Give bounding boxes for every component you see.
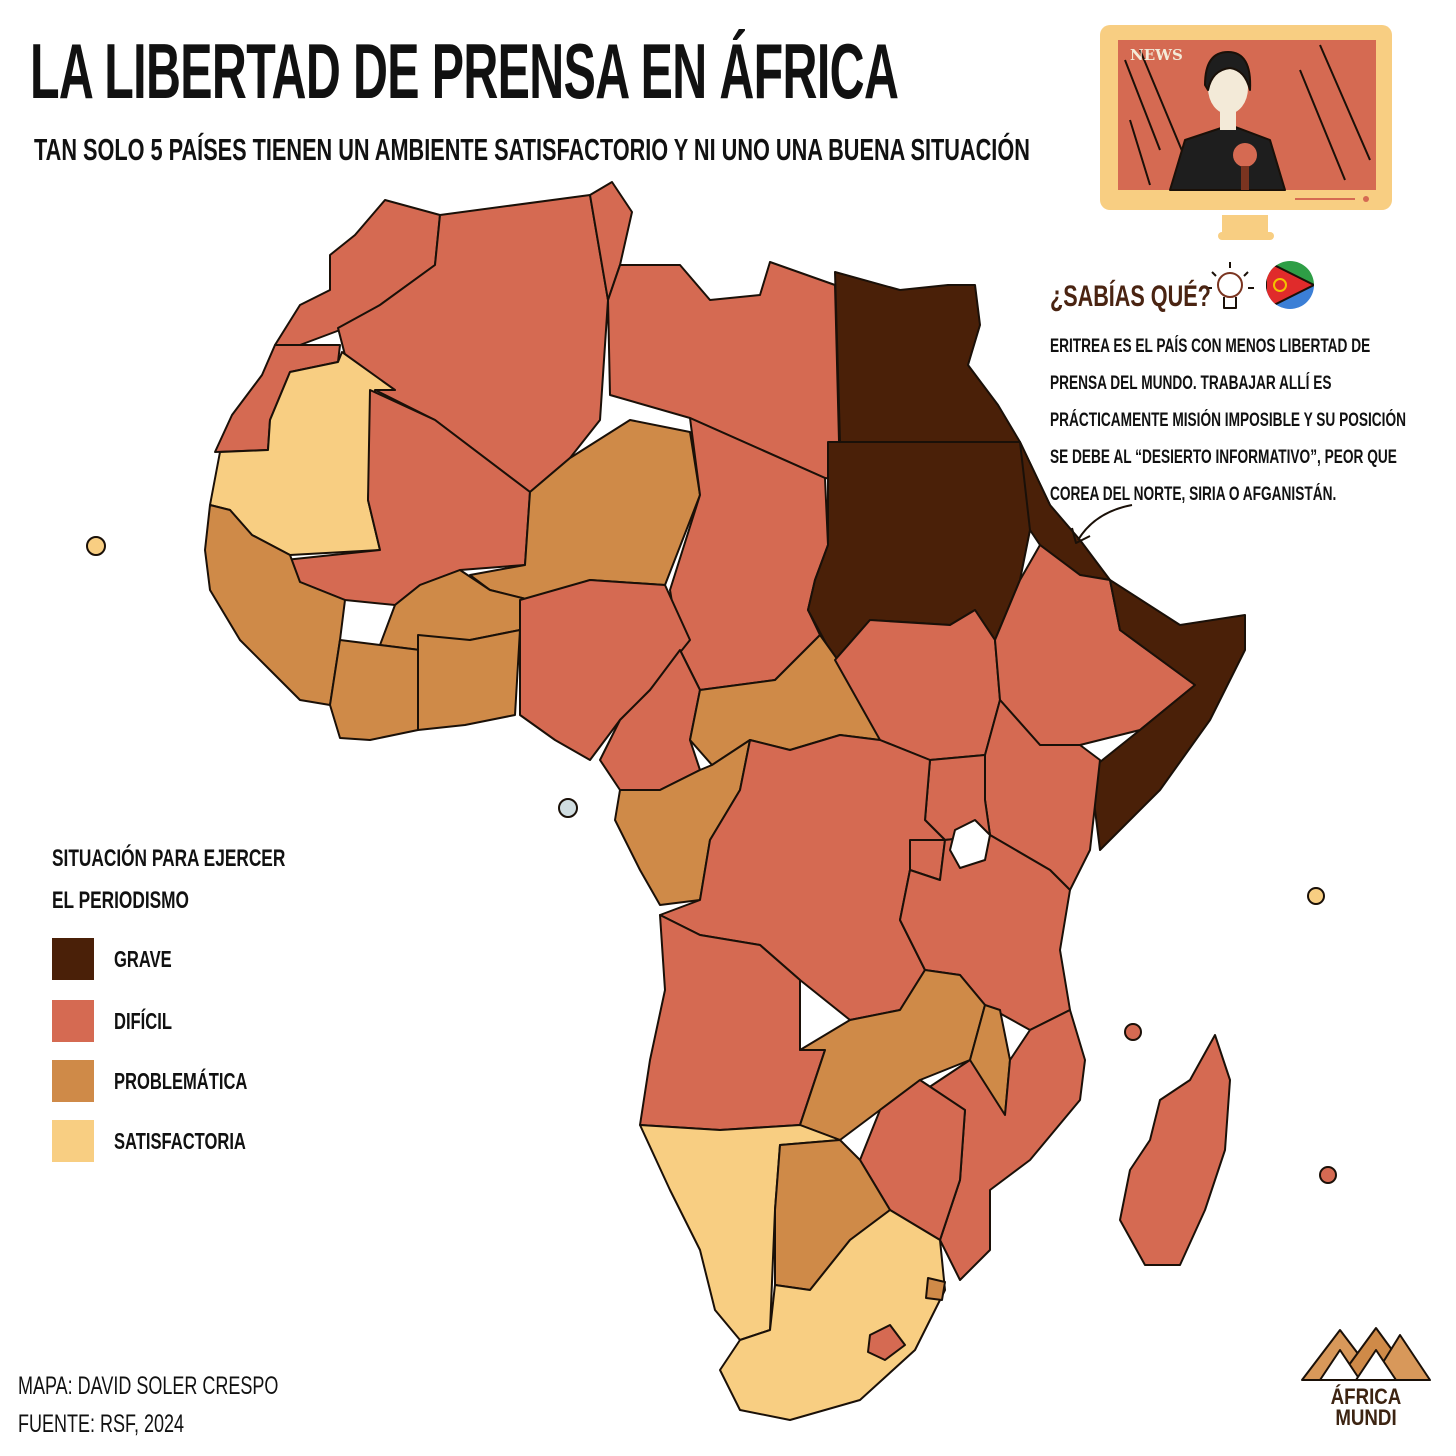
page-subtitle: TAN SOLO 5 PAÍSES TIENEN UN AMBIENTE SAT… xyxy=(34,132,1030,167)
island-seychelles xyxy=(1307,887,1325,905)
region-tunisia xyxy=(589,181,633,301)
africa-mundi-logo-icon xyxy=(1301,1327,1431,1381)
legend-item-satisfactoria: SATISFACTORIA xyxy=(52,1120,297,1162)
region-ivory-coast xyxy=(329,639,421,741)
page-title: LA LIBERTAD DE PRENSA EN ÁFRICA xyxy=(30,27,899,115)
fact-line: PRÁCTICAMENTE MISIÓN IMPOSIBLE Y SU POSI… xyxy=(1050,410,1406,431)
brand-wordmark: ÁFRICA MUNDI xyxy=(1330,1384,1402,1430)
map-credit: MAPA: DAVID SOLER CRESPO xyxy=(18,1372,279,1400)
tv-news-label: NEWS xyxy=(1130,46,1183,64)
legend-item-grave: GRAVE xyxy=(52,938,194,980)
lake-victoria xyxy=(949,819,991,869)
island-mauritius xyxy=(1319,1166,1337,1184)
region-lesotho xyxy=(867,1324,906,1361)
region-ghana-togo-benin xyxy=(417,629,521,731)
region-namibia xyxy=(639,1124,841,1341)
legend-swatch xyxy=(52,1120,94,1162)
region-tanzania xyxy=(899,834,1071,1031)
region-mozambique xyxy=(924,1009,1086,1281)
region-libya xyxy=(607,261,841,481)
tv-illustration xyxy=(1100,25,1392,240)
island-sao-tome xyxy=(558,798,578,818)
legend-swatch xyxy=(52,938,94,980)
fact-line: COREA DEL NORTE, SIRIA O AFGANISTÁN. xyxy=(1050,484,1337,505)
legend-swatch xyxy=(52,1000,94,1042)
legend-title: SITUACIÓN PARA EJERCER EL PERIODISMO xyxy=(52,845,286,914)
legend-item-dificil: DIFÍCIL xyxy=(52,1000,195,1042)
region-south-africa xyxy=(719,1209,946,1421)
callout-arrowhead xyxy=(1071,527,1091,544)
fact-line: ERITREA ES EL PAÍS CON MENOS LIBERTAD DE xyxy=(1050,336,1371,357)
fact-heading: ¿SABÍAS QUÉ? xyxy=(1050,280,1211,313)
legend-swatch xyxy=(52,1060,94,1102)
fact-line: PRENSA DEL MUNDO. TRABAJAR ALLÍ ES xyxy=(1050,373,1332,394)
island-comoros xyxy=(1124,1023,1142,1041)
region-somalia xyxy=(1089,579,1246,851)
region-eswatini xyxy=(925,1277,946,1301)
source-credit: FUENTE: RSF, 2024 xyxy=(18,1410,185,1438)
legend-item-problematica: PROBLEMÁTICA xyxy=(52,1060,299,1102)
region-madagascar xyxy=(1119,1034,1231,1266)
island-cape-verde xyxy=(86,536,106,556)
fact-text: ERITREA ES EL PAÍS CON MENOS LIBERTAD DE… xyxy=(1050,328,1456,513)
region-egypt xyxy=(834,271,1021,443)
callout-arrow xyxy=(1077,504,1133,541)
lightbulb-icon xyxy=(1206,262,1254,309)
fact-line: SE DEBE AL “DESIERTO INFORMATIVO”, PEOR … xyxy=(1050,447,1397,468)
